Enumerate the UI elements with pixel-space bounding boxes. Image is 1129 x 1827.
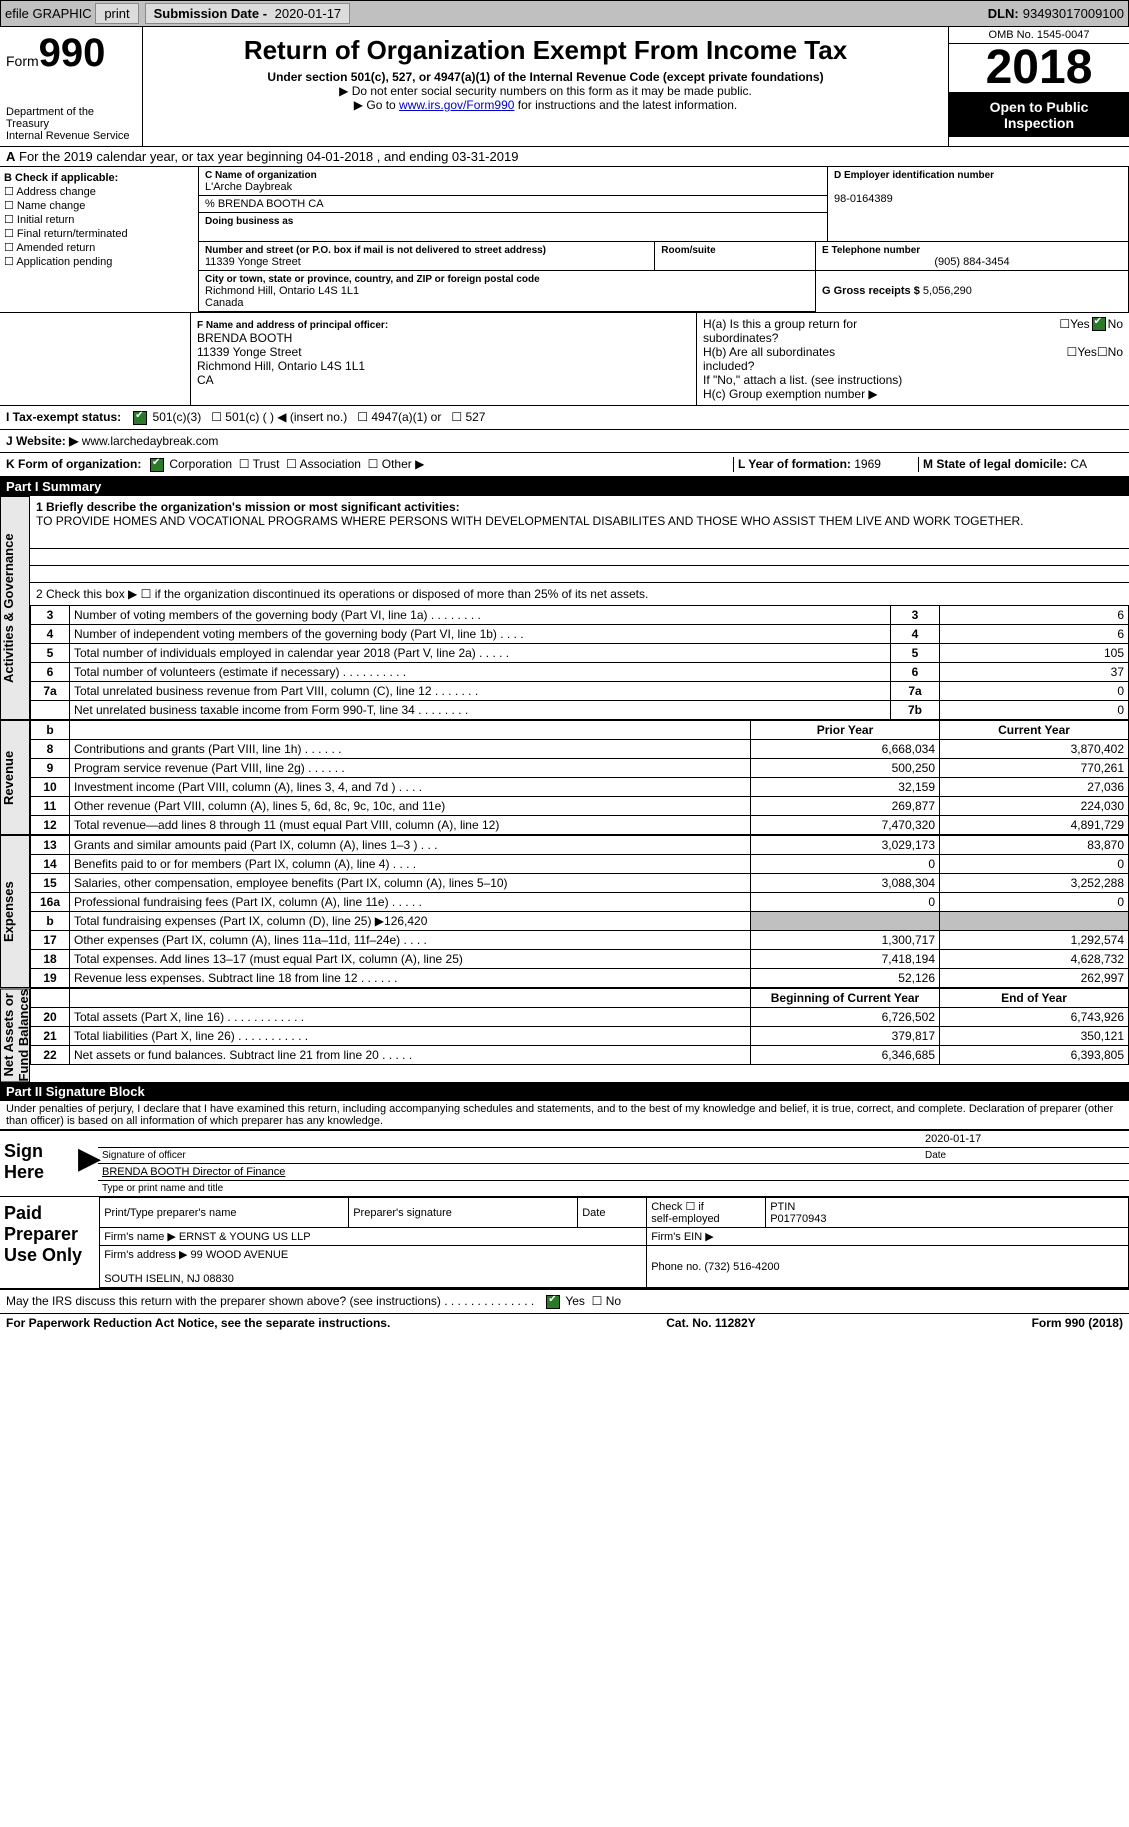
mission-label: 1 Briefly describe the organization's mi…: [36, 500, 460, 514]
efile-label: efile GRAPHIC: [5, 6, 92, 21]
netassets-table: Beginning of Current YearEnd of Year 20T…: [30, 988, 1129, 1065]
part1-header: Part I Summary: [0, 477, 1129, 496]
website-row: J Website: ▶ www.larchedaybreak.com: [0, 430, 1129, 453]
table-row: 7aTotal unrelated business revenue from …: [31, 681, 1129, 700]
declaration: Under penalties of perjury, I declare th…: [0, 1101, 1129, 1129]
officer-address: BRENDA BOOTH 11339 Yonge Street Richmond…: [197, 331, 365, 387]
org-name: L'Arche Daybreak: [205, 181, 292, 193]
table-row: 12Total revenue—add lines 8 through 11 (…: [31, 815, 1129, 834]
form-header: Form990 Department of the Treasury Inter…: [0, 27, 1129, 147]
table-row: 9Program service revenue (Part VIII, lin…: [31, 758, 1129, 777]
table-row: 17Other expenses (Part IX, column (A), l…: [31, 930, 1129, 949]
table-row: 8Contributions and grants (Part VIII, li…: [31, 739, 1129, 758]
table-row: 13Grants and similar amounts paid (Part …: [31, 835, 1129, 854]
table-row: 6Total number of volunteers (estimate if…: [31, 662, 1129, 681]
care-of: % BRENDA BOOTH CA: [199, 196, 827, 213]
table-row: 16aProfessional fundraising fees (Part I…: [31, 892, 1129, 911]
firm-address: Firm's address ▶ 99 WOOD AVENUE SOUTH IS…: [100, 1246, 647, 1288]
dln-value: 93493017009100: [1023, 6, 1124, 21]
firm-phone: Phone no. (732) 516-4200: [647, 1246, 1129, 1288]
gross-receipts: 5,056,290: [923, 285, 972, 297]
vside-expenses: Expenses: [0, 835, 30, 988]
table-row: bTotal fundraising expenses (Part IX, co…: [31, 911, 1129, 930]
part2-header: Part II Signature Block: [0, 1082, 1129, 1101]
dept-treasury: Department of the Treasury Internal Reve…: [6, 106, 136, 142]
checkbox-icon: [1092, 317, 1106, 331]
officer-name: BRENDA BOOTH Director of Finance: [102, 1166, 285, 1178]
efile-topbar: efile GRAPHIC print Submission Date - 20…: [0, 0, 1129, 27]
form-title: Return of Organization Exempt From Incom…: [147, 35, 944, 66]
table-row: 20Total assets (Part X, line 16) . . . .…: [31, 1007, 1129, 1026]
governance-table: 3Number of voting members of the governi…: [30, 605, 1129, 720]
identity-block: B Check if applicable: ☐ Address change …: [0, 167, 1129, 313]
page-footer: For Paperwork Reduction Act Notice, see …: [0, 1314, 1129, 1332]
col-b-checkboxes: B Check if applicable: ☐ Address change …: [0, 167, 199, 312]
tax-year: 2018: [949, 44, 1129, 93]
revenue-table: bPrior YearCurrent Year 8Contributions a…: [30, 720, 1129, 835]
dln-label: DLN:: [988, 6, 1019, 21]
table-row: 19Revenue less expenses. Subtract line 1…: [31, 968, 1129, 987]
ptin: P01770943: [770, 1213, 826, 1225]
city-address: Richmond Hill, Ontario L4S 1L1 Canada: [205, 285, 359, 309]
officer-group-block: F Name and address of principal officer:…: [0, 313, 1129, 406]
line2: 2 Check this box ▶ ☐ if the organization…: [30, 583, 1129, 605]
checkbox-icon: [546, 1295, 560, 1309]
vside-revenue: Revenue: [0, 720, 30, 835]
table-row: 11Other revenue (Part VIII, column (A), …: [31, 796, 1129, 815]
tax-exempt-row: I Tax-exempt status: 501(c)(3) ☐ 501(c) …: [0, 406, 1129, 430]
ein: 98-0164389: [834, 193, 893, 205]
table-row: 5Total number of individuals employed in…: [31, 643, 1129, 662]
form-number: Form990: [6, 31, 136, 76]
checkbox-icon: [133, 411, 147, 425]
table-row: 18Total expenses. Add lines 13–17 (must …: [31, 949, 1129, 968]
print-button[interactable]: print: [95, 3, 138, 24]
submission-date-box: Submission Date - 2020-01-17: [145, 3, 351, 24]
vside-netassets: Net Assets or Fund Balances: [0, 988, 30, 1082]
sign-here-block: Sign Here ▶ 2020-01-17 Signature of offi…: [0, 1129, 1129, 1197]
irs-link[interactable]: www.irs.gov/Form990: [399, 98, 514, 112]
instruction-1: Do not enter social security numbers on …: [147, 84, 944, 98]
table-row: 4Number of independent voting members of…: [31, 624, 1129, 643]
table-row: 10Investment income (Part VIII, column (…: [31, 777, 1129, 796]
table-row: 22Net assets or fund balances. Subtract …: [31, 1045, 1129, 1064]
expenses-table: 13Grants and similar amounts paid (Part …: [30, 835, 1129, 988]
org-form-row: K Form of organization: Corporation ☐ Tr…: [0, 453, 1129, 477]
phone: (905) 884-3454: [822, 256, 1122, 268]
table-row: 15Salaries, other compensation, employee…: [31, 873, 1129, 892]
street-address: 11339 Yonge Street: [205, 256, 301, 268]
table-row: 3Number of voting members of the governi…: [31, 605, 1129, 624]
tax-year-row: A For the 2019 calendar year, or tax yea…: [0, 147, 1129, 167]
checkbox-icon: [150, 458, 164, 472]
open-inspection: Open to Public Inspection: [949, 93, 1129, 137]
website-url: www.larchedaybreak.com: [78, 434, 218, 448]
instruction-2: Go to www.irs.gov/Form990 for instructio…: [147, 98, 944, 112]
mission-text: TO PROVIDE HOMES AND VOCATIONAL PROGRAMS…: [36, 514, 1024, 528]
form-subtitle: Under section 501(c), 527, or 4947(a)(1)…: [147, 70, 944, 84]
discuss-row: May the IRS discuss this return with the…: [0, 1290, 1129, 1314]
paid-preparer-block: Paid Preparer Use Only Print/Type prepar…: [0, 1197, 1129, 1290]
table-row: 14Benefits paid to or for members (Part …: [31, 854, 1129, 873]
firm-name: Firm's name ▶ ERNST & YOUNG US LLP: [100, 1228, 647, 1246]
table-row: 21Total liabilities (Part X, line 26) . …: [31, 1026, 1129, 1045]
vside-governance: Activities & Governance: [0, 496, 30, 720]
table-row: Net unrelated business taxable income fr…: [31, 700, 1129, 719]
